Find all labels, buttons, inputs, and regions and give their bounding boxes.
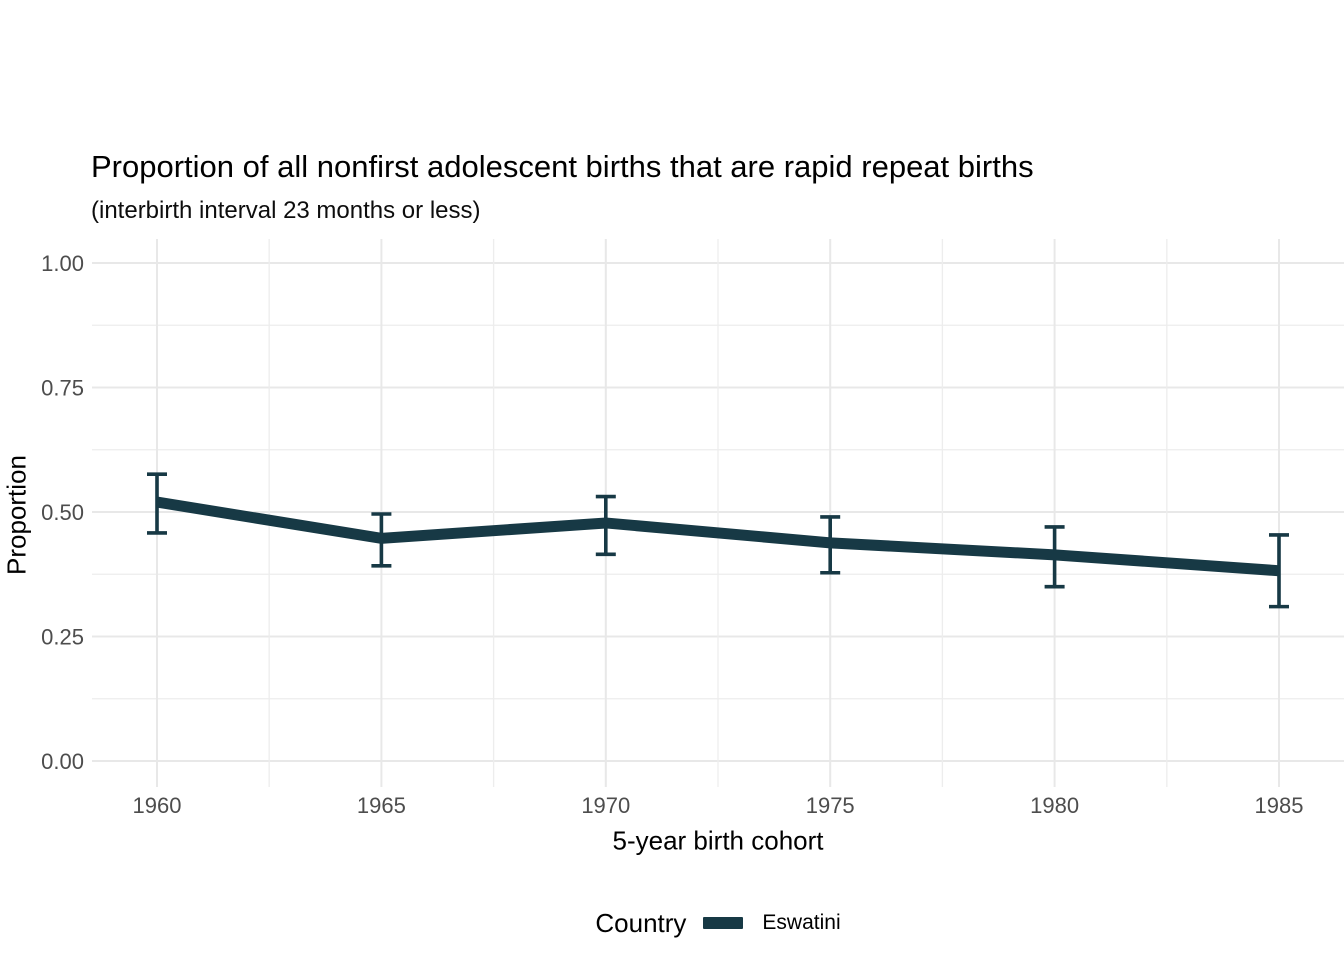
x-tick-label: 1980 (1030, 793, 1079, 818)
chart-title: Proportion of all nonfirst adolescent bi… (91, 149, 1034, 184)
legend: Country Eswatini (92, 904, 1344, 942)
y-tick-label: 0.00 (41, 749, 84, 774)
x-tick-label: 1970 (581, 793, 630, 818)
x-tick-label: 1975 (806, 793, 855, 818)
legend-label: Eswatini (762, 911, 841, 934)
legend-title: Country (595, 907, 687, 938)
y-tick-label: 0.50 (41, 500, 84, 525)
chart-subtitle: (interbirth interval 23 months or less) (91, 197, 481, 224)
x-axis-title: 5-year birth cohort (612, 825, 824, 856)
y-tick-label: 0.25 (41, 625, 84, 650)
data-line (156, 496, 1280, 577)
x-tick-label: 1965 (357, 793, 406, 818)
y-tick-label: 1.00 (41, 251, 84, 276)
x-tick-label: 1960 (133, 793, 182, 818)
x-tick-label: 1985 (1255, 793, 1304, 818)
y-axis-title: Proportion (1, 455, 32, 575)
legend-key-line (703, 917, 744, 929)
y-tick-label: 0.75 (41, 376, 84, 401)
